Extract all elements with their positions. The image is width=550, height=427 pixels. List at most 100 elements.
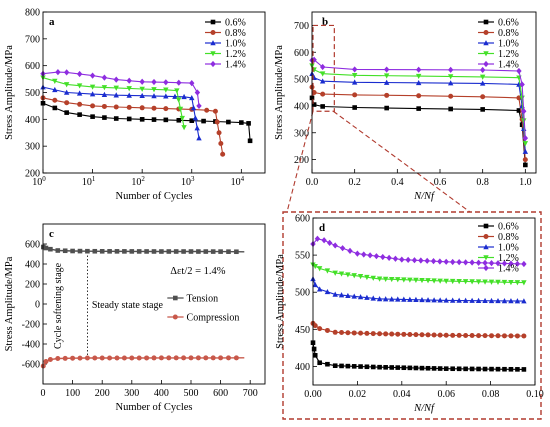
data-point-d-4 xyxy=(521,260,527,268)
data-point-c-0 xyxy=(55,248,61,253)
data-point-d-4 xyxy=(332,242,338,249)
data-point-d-1 xyxy=(476,333,482,339)
data-point-a-4 xyxy=(163,79,169,86)
legend-marker xyxy=(483,40,489,46)
data-point-c-1 xyxy=(77,355,83,361)
data-point-d-3 xyxy=(395,277,401,283)
data-point-d-2 xyxy=(521,298,527,304)
data-point-b-2 xyxy=(479,80,486,86)
data-point-a-1 xyxy=(218,140,224,146)
data-point-c-1 xyxy=(188,355,194,361)
data-point-a-0 xyxy=(247,138,253,144)
data-point-d-2 xyxy=(431,297,437,303)
data-point-a-4 xyxy=(101,74,108,81)
data-point-a-4 xyxy=(113,76,119,83)
data-point-d-1 xyxy=(469,333,475,339)
data-point-a-3 xyxy=(139,86,145,92)
y-tick-label: 400 xyxy=(25,115,40,126)
data-point-b-1 xyxy=(320,91,326,97)
data-point-d-0 xyxy=(401,365,407,371)
legend-label: 0.8% xyxy=(498,232,519,243)
data-point-c-1 xyxy=(136,355,142,361)
data-point-d-0 xyxy=(463,366,468,372)
data-point-d-1 xyxy=(370,331,376,337)
data-point-a-4 xyxy=(176,79,182,86)
data-point-a-3 xyxy=(177,106,184,112)
data-point-a-1 xyxy=(216,130,222,136)
data-point-b-3 xyxy=(447,74,454,80)
data-point-a-1 xyxy=(90,103,96,109)
data-point-c-1 xyxy=(210,355,216,361)
legend-marker xyxy=(483,223,489,229)
legend-label: 1.4% xyxy=(498,264,519,275)
data-point-a-3 xyxy=(181,125,187,131)
data-point-c-1 xyxy=(218,355,224,361)
data-point-d-2 xyxy=(462,297,469,303)
y-tick-label: -400 xyxy=(22,340,40,351)
data-point-c-0 xyxy=(77,248,83,254)
zoom-connector xyxy=(333,110,471,213)
data-point-d-1 xyxy=(437,332,443,338)
data-point-c-0 xyxy=(218,249,223,254)
data-point-b-0 xyxy=(352,105,357,110)
data-point-b-4 xyxy=(383,66,390,73)
y-tick-label: 600 xyxy=(25,240,40,251)
data-point-d-1 xyxy=(377,331,383,337)
data-point-b-3 xyxy=(479,74,486,80)
x-tick-label: 0.04 xyxy=(393,389,411,400)
data-point-d-3 xyxy=(376,276,383,282)
x-tick-exponent: 3 xyxy=(191,175,195,183)
data-point-d-3 xyxy=(324,268,331,274)
data-point-c-0 xyxy=(226,249,231,254)
y-tick-label: 600 xyxy=(294,48,309,59)
data-point-d-3 xyxy=(370,275,376,281)
data-point-d-3 xyxy=(514,280,521,286)
data-point-d-1 xyxy=(495,333,501,339)
x-tick-label: 0.06 xyxy=(437,389,455,400)
data-point-c-0 xyxy=(122,249,127,254)
data-point-d-0 xyxy=(389,365,395,370)
data-point-c-1 xyxy=(151,355,157,361)
data-point-d-4 xyxy=(443,258,449,265)
data-point-c-0 xyxy=(48,246,53,252)
data-point-d-2 xyxy=(370,295,376,301)
data-point-d-3 xyxy=(413,277,419,283)
data-point-d-0 xyxy=(370,364,376,370)
data-point-d-3 xyxy=(475,279,482,285)
data-point-c-0 xyxy=(114,249,120,254)
data-point-d-0 xyxy=(358,364,363,369)
data-point-c-0 xyxy=(85,248,90,254)
y-tick-label: 300 xyxy=(25,142,40,153)
data-point-c-1 xyxy=(43,359,49,364)
data-point-c-1 xyxy=(99,355,105,361)
y-tick-label: 400 xyxy=(25,260,40,271)
data-point-b-0 xyxy=(523,162,528,168)
data-point-a-2 xyxy=(163,93,169,99)
data-point-c-1 xyxy=(92,355,98,361)
data-point-d-4 xyxy=(361,251,367,258)
data-point-d-0 xyxy=(508,366,514,372)
data-point-a-0 xyxy=(113,116,119,121)
data-point-d-0 xyxy=(407,365,413,371)
data-point-c-1 xyxy=(173,355,179,361)
y-axis-label: Stress Amplitude/MPa xyxy=(4,45,15,140)
data-point-d-2 xyxy=(376,296,383,302)
x-tick-label: 0.2 xyxy=(348,177,361,188)
x-tick-exponent: 0 xyxy=(42,175,46,183)
data-point-d-4 xyxy=(339,245,346,252)
legend-marker xyxy=(483,244,489,250)
x-tick-label: 103 xyxy=(181,175,195,188)
data-point-d-2 xyxy=(425,297,431,303)
data-point-a-2 xyxy=(189,94,195,101)
data-point-b-0 xyxy=(320,104,325,109)
y-tick-label: 450 xyxy=(295,325,310,336)
y-tick-label: 550 xyxy=(295,251,310,262)
data-point-d-1 xyxy=(450,332,456,338)
legend-label: 0.6% xyxy=(498,222,519,233)
data-point-d-1 xyxy=(456,332,462,338)
data-point-d-0 xyxy=(419,365,425,371)
data-point-b-2 xyxy=(415,79,422,86)
data-point-d-3 xyxy=(407,277,413,283)
x-tick-label: 0.00 xyxy=(304,389,322,400)
data-point-a-4 xyxy=(89,72,96,79)
